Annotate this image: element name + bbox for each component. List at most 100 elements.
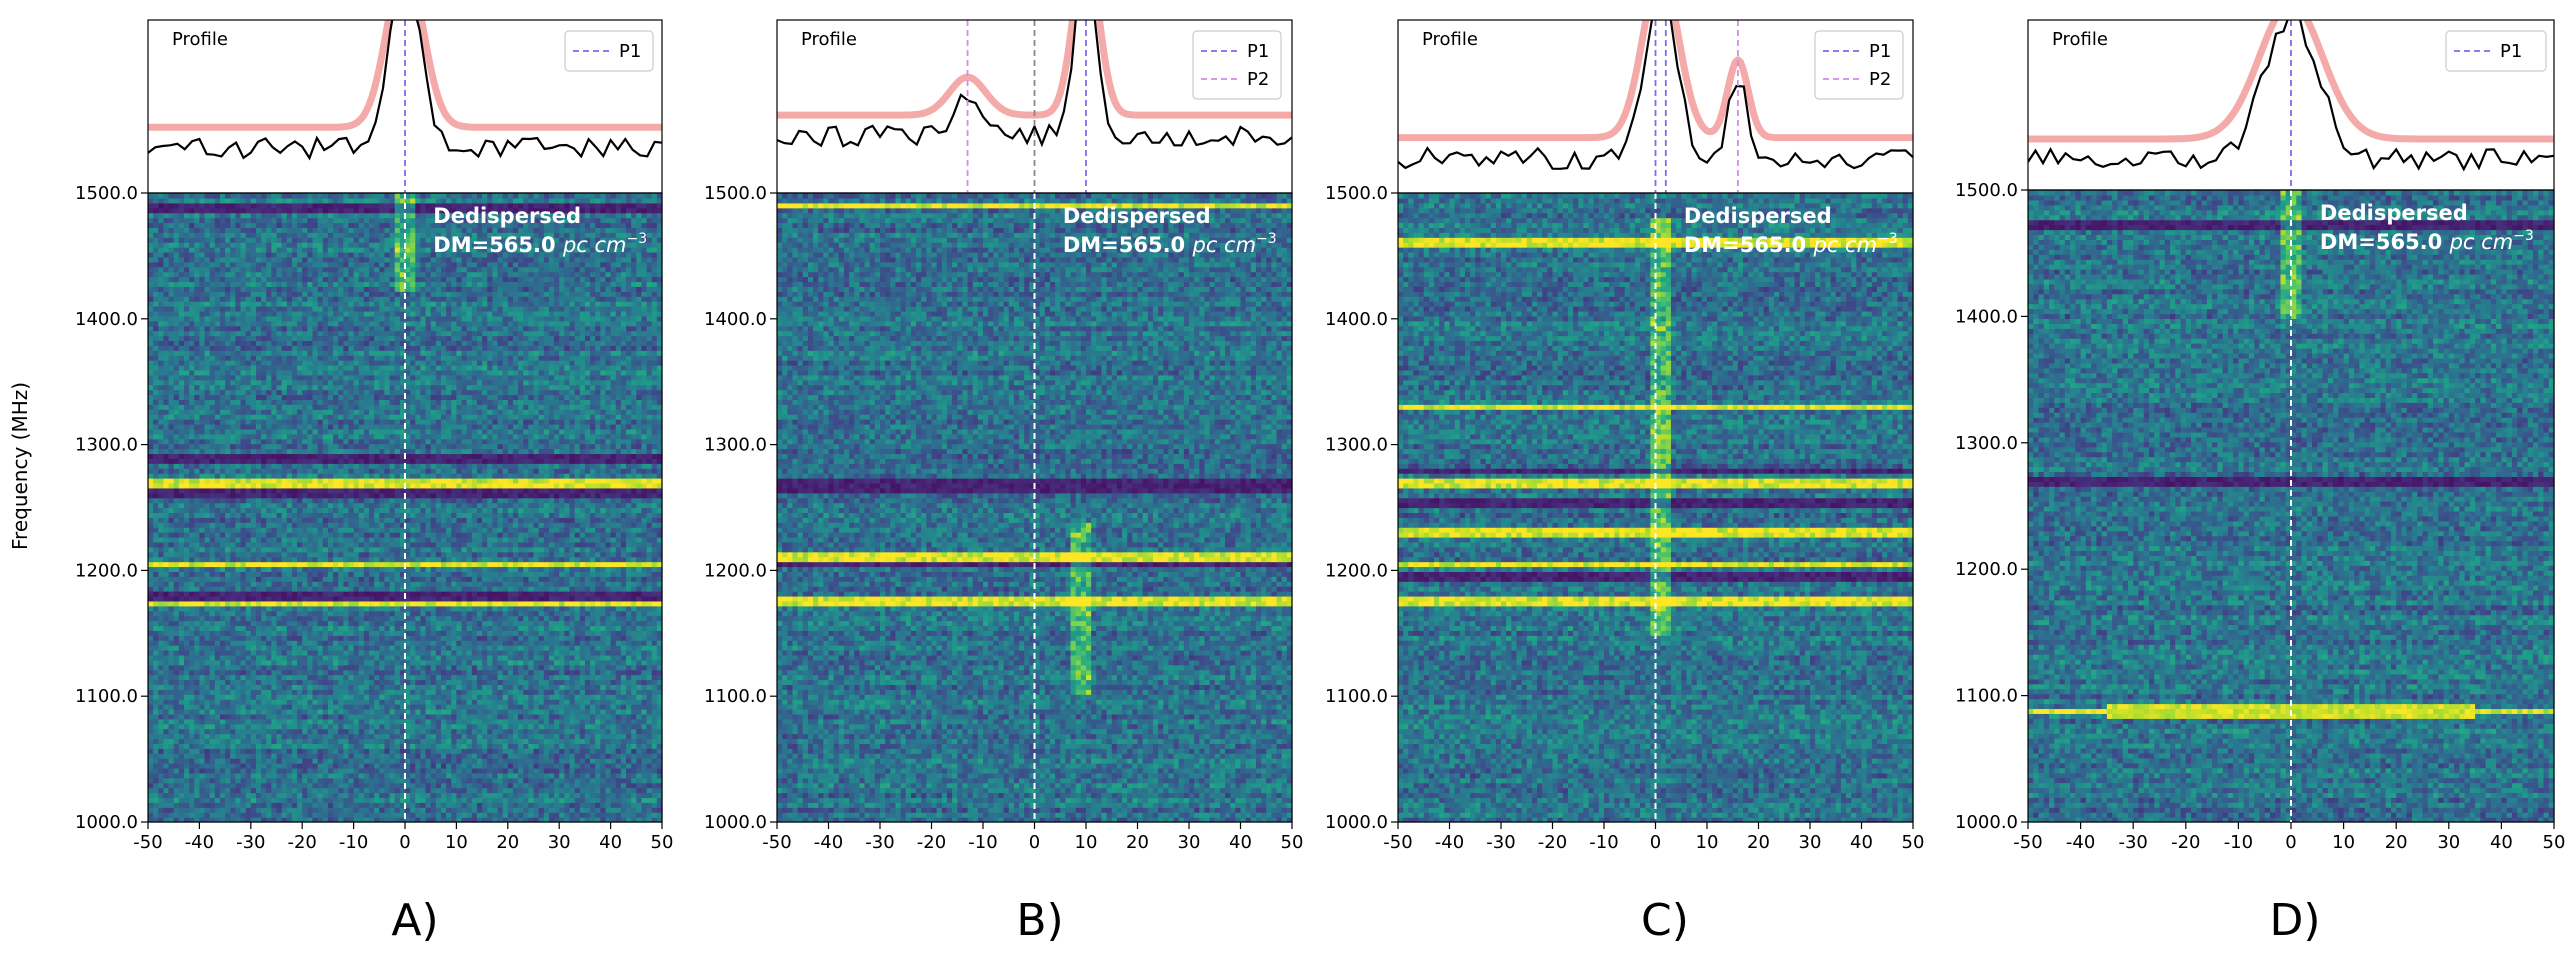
heatmap-cell [333,783,339,789]
heatmap-cell [549,743,555,749]
heatmap-cell [199,753,205,759]
heatmap-cell [441,719,447,725]
heatmap-cell [503,763,509,769]
heatmap-cell [482,758,488,764]
heatmap-cell [503,768,509,774]
heatmap-cell [189,743,195,749]
heatmap-cell [323,802,329,808]
heatmap-cell [390,778,396,784]
heatmap-cell [343,773,349,779]
heatmap-cell [328,675,334,681]
heatmap-cell [230,802,236,808]
heatmap-cell [472,768,478,774]
heatmap-cell [235,812,241,818]
heatmap-cell [271,694,277,700]
heatmap-cell [590,679,596,685]
heatmap-cell [647,807,653,813]
heatmap-cell [487,788,493,794]
heatmap-cell [241,724,247,730]
heatmap-cell [564,738,570,744]
heatmap-cell [508,768,514,774]
heatmap-cell [436,748,442,754]
heatmap-cell [518,797,524,803]
heatmap-cell [420,802,426,808]
heatmap-cell [631,773,637,779]
heatmap-cell [626,709,632,715]
heatmap-cell [163,679,169,685]
heatmap-cell [621,758,627,764]
heatmap-cell [549,738,555,744]
heatmap-cell [585,758,591,764]
heatmap-cell [539,694,545,700]
heatmap-cell [467,743,473,749]
heatmap-cell [354,714,360,720]
heatmap-cell [431,788,437,794]
heatmap-cell [379,773,385,779]
heatmap-cell [215,763,221,769]
heatmap-cell [287,807,293,813]
heatmap-cell [534,734,540,740]
heatmap-cell [580,724,586,730]
heatmap-cell [241,699,247,705]
heatmap-cell [636,729,642,735]
heatmap-cell [446,743,452,749]
heatmap-cell [539,812,545,818]
heatmap-cell [652,783,658,789]
heatmap-cell [426,783,432,789]
heatmap-cell [287,743,293,749]
heatmap-cell [415,797,421,803]
heatmap-cell [631,704,637,710]
heatmap-cell [441,788,447,794]
heatmap-cell [266,778,272,784]
heatmap-cell [503,704,509,710]
heatmap-cell [508,679,514,685]
heatmap-cell [590,689,596,695]
heatmap-cell [528,807,534,813]
heatmap-cell [544,802,550,808]
heatmap-cell [179,812,185,818]
heatmap-cell [395,694,401,700]
heatmap-cell [153,699,159,705]
heatmap-cell [549,758,555,764]
heatmap-cell [158,719,164,725]
heatmap-cell [605,748,611,754]
heatmap-cell [220,753,226,759]
heatmap-cell [333,812,339,818]
heatmap-cell [426,778,432,784]
heatmap-cell [271,709,277,715]
heatmap-cell [390,812,396,818]
heatmap-cell [205,714,211,720]
heatmap-cell [487,689,493,695]
heatmap-cell [266,704,272,710]
heatmap-cell [636,714,642,720]
heatmap-cell [184,709,190,715]
heatmap-cell [641,753,647,759]
heatmap-cell [158,675,164,681]
heatmap-cell [626,778,632,784]
heatmap-cell [230,812,236,818]
heatmap-cell [575,704,581,710]
heatmap-cell [179,807,185,813]
heatmap-cell [220,758,226,764]
heatmap-cell [266,679,272,685]
heatmap-cell [559,719,565,725]
heatmap-cell [148,699,154,705]
heatmap-cell [616,724,622,730]
heatmap-cell [215,778,221,784]
heatmap-cell [492,763,498,769]
heatmap-cell [374,802,380,808]
heatmap-cell [163,748,169,754]
heatmap-cell [323,724,329,730]
heatmap-cell [287,812,293,818]
heatmap-cell [410,719,416,725]
heatmap-cell [518,763,524,769]
heatmap-cell [482,709,488,715]
heatmap-cell [343,684,349,690]
heatmap-cell [487,675,493,681]
heatmap-cell [220,783,226,789]
heatmap-cell [477,734,483,740]
heatmap-cell [621,694,627,700]
heatmap-cell [472,724,478,730]
heatmap-cell [492,724,498,730]
heatmap-cell [575,719,581,725]
